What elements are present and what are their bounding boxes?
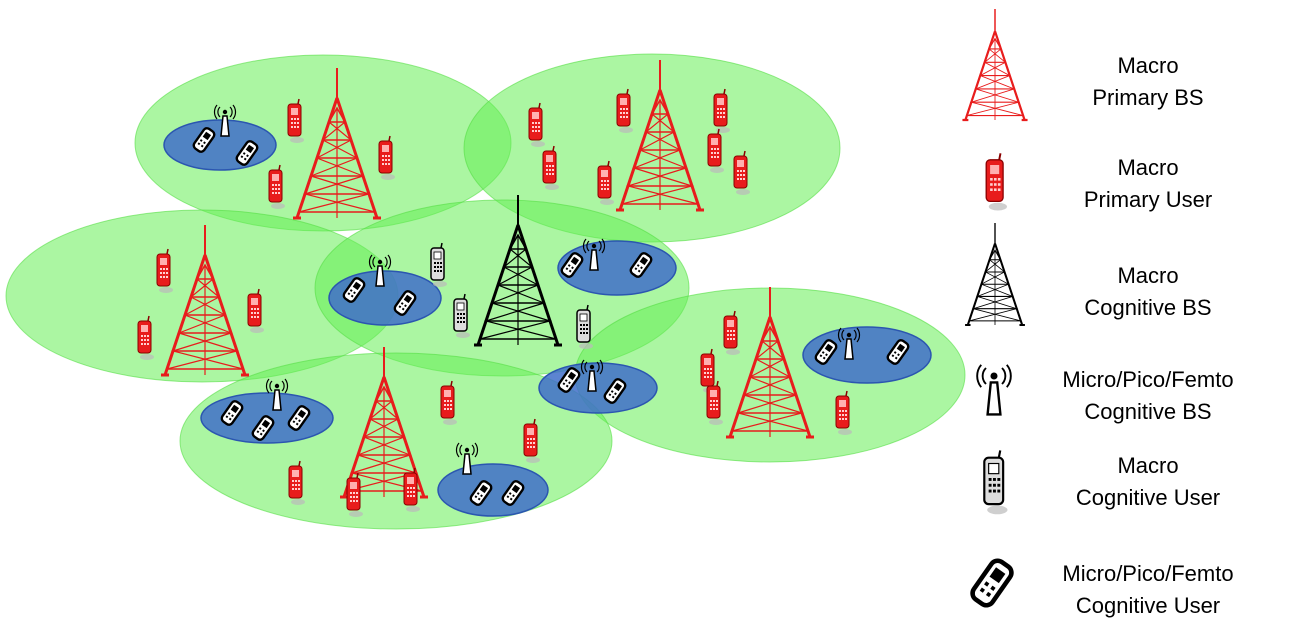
legend-line: Macro <box>1117 53 1179 78</box>
legend-label-macro-cognitive-user: Macro Cognitive User <box>1033 450 1263 514</box>
legend-line: Micro/Pico/Femto <box>1062 367 1234 392</box>
legend-label-macro-primary-bs: Macro Primary BS <box>1033 50 1263 114</box>
legend-line: Primary BS <box>1092 85 1204 110</box>
legend-icons <box>961 7 1029 608</box>
legend-line: Macro <box>1117 155 1179 180</box>
legend-line: Macro <box>1117 263 1179 288</box>
small-cell <box>163 119 277 171</box>
legend-line: Cognitive User <box>1075 593 1221 618</box>
macro-cognitive-user-icon <box>983 449 1009 516</box>
macro-primary-user-icon <box>985 152 1008 212</box>
small-cell-cognitive-user-icon <box>970 558 1015 608</box>
small-cell-cognitive-bs-icon <box>975 363 1013 416</box>
macro-primary-bs-icon <box>961 7 1029 122</box>
legend-label-macro-cognitive-bs: Macro Cognitive BS <box>1033 260 1263 324</box>
legend-label-small-cell-cognitive-bs: Micro/Pico/Femto Cognitive BS <box>1033 364 1263 428</box>
legend-line: Micro/Pico/Femto <box>1062 561 1234 586</box>
macro-cognitive-bs-icon <box>964 221 1026 327</box>
legend-line: Primary User <box>1083 187 1213 212</box>
legend-label-small-cell-cognitive-user: Micro/Pico/Femto Cognitive User <box>1033 558 1263 622</box>
legend-label-macro-primary-user: Macro Primary User <box>1033 152 1263 216</box>
macro-cells <box>5 53 966 530</box>
legend-line: Cognitive BS <box>1084 295 1212 320</box>
legend-line: Cognitive User <box>1075 485 1221 510</box>
small-cell <box>437 463 549 517</box>
legend-line: Cognitive BS <box>1084 399 1212 424</box>
legend-line: Macro <box>1117 453 1179 478</box>
